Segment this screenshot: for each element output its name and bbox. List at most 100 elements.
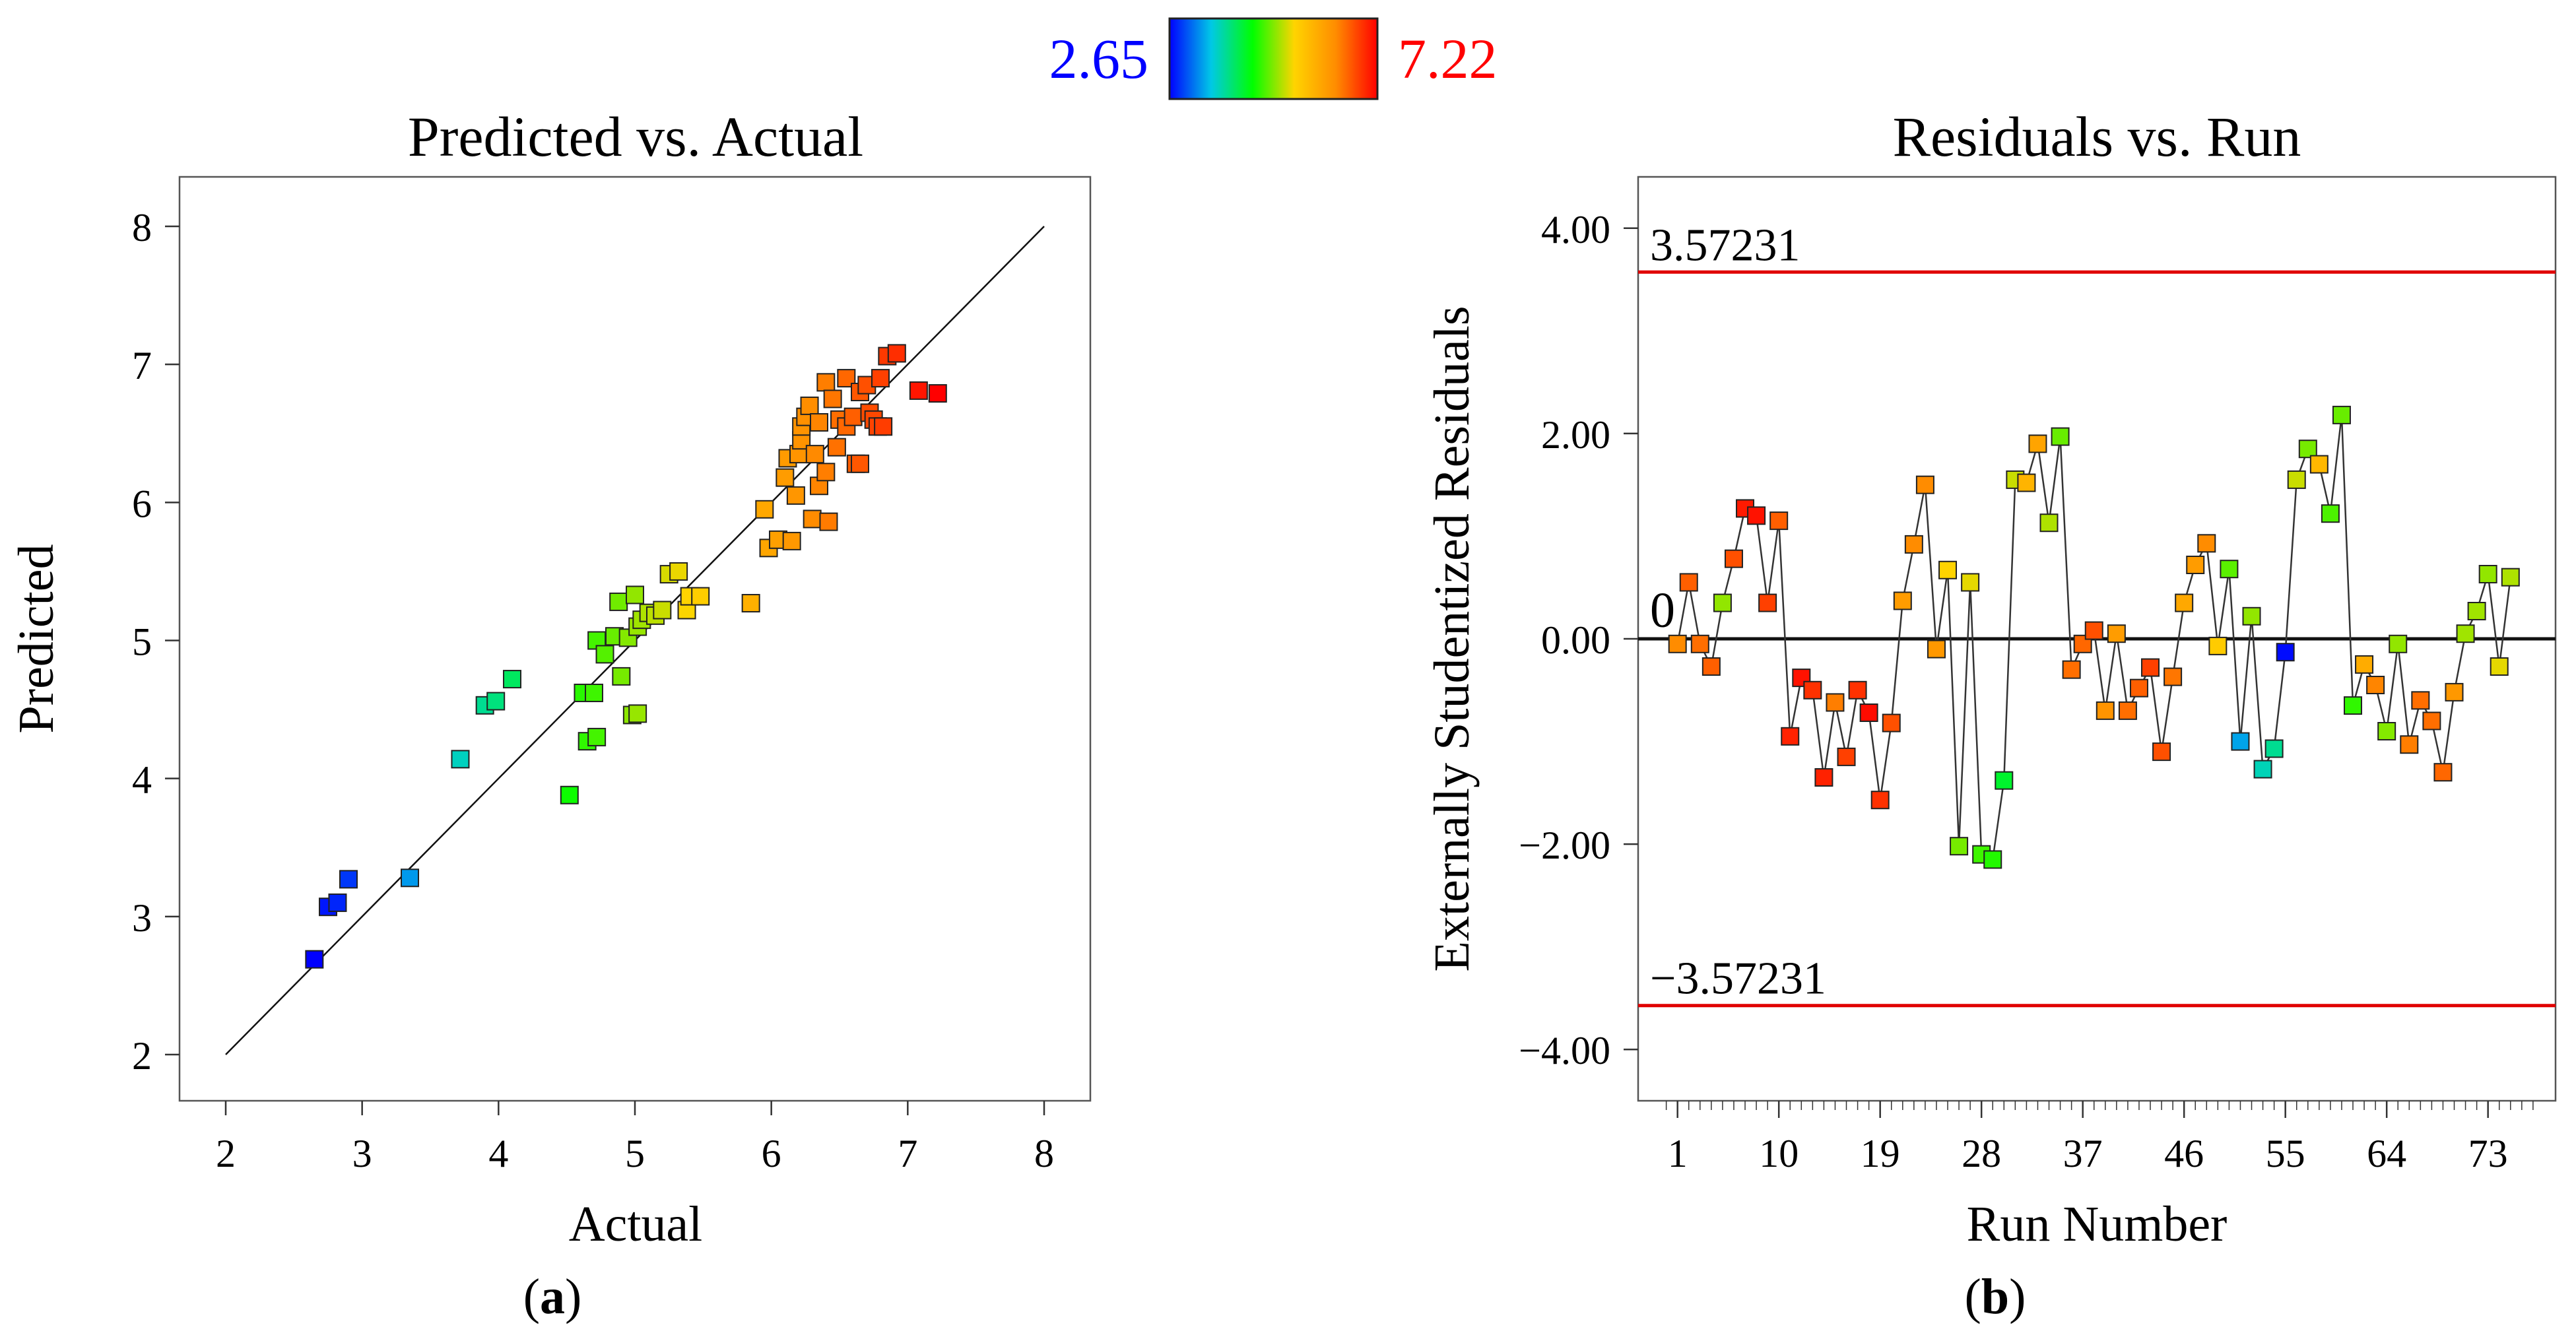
panel-b-point xyxy=(2242,606,2261,626)
panel-b-point xyxy=(2118,701,2137,720)
panel-b-point xyxy=(2456,624,2475,643)
panel-b-zero-label: 0 xyxy=(1650,583,1675,638)
panel-b-point xyxy=(2096,701,2115,720)
panel-a-x-tick-label: 5 xyxy=(625,1132,645,1175)
panel-a-x-tick-label: 2 xyxy=(216,1132,236,1175)
panel-b-x-tick-label: 1 xyxy=(1668,1132,1688,1175)
panel-a-point xyxy=(871,369,890,388)
panel-a-y-tick-label: 5 xyxy=(132,620,152,664)
panel-a-point xyxy=(803,509,822,529)
panel-a-point xyxy=(587,727,607,746)
panel-a-y-axis: 2 3 4 5 6 7 8 xyxy=(132,206,180,1078)
panel-b-x-tick-label: 37 xyxy=(2063,1132,2103,1175)
colorbar: 2.65 7.22 xyxy=(1049,17,1498,100)
panel-b-point xyxy=(1679,573,1698,592)
panel-b-point xyxy=(2344,696,2363,715)
colorbar-bar xyxy=(1168,17,1379,100)
panel-b-y-tick-label: −2.00 xyxy=(1519,824,1610,867)
panel-a-x-tick-label: 3 xyxy=(352,1132,372,1175)
panel-a-y-tick-label: 2 xyxy=(132,1034,152,1078)
panel-a-point xyxy=(560,785,579,804)
panel-b-x-tick-label: 19 xyxy=(1861,1132,1900,1175)
panel-a-points xyxy=(305,344,947,969)
panel-b-point xyxy=(1848,680,1867,700)
panel-a-point xyxy=(800,396,819,415)
panel-b: Residuals vs. Run 3.57231−3.57231 0 1 10 1… xyxy=(1424,105,2557,1324)
panel-b-control-limits: 3.57231 −3.57231 xyxy=(1638,220,2556,1008)
panel-b-point xyxy=(1950,837,1969,856)
panel-b-point xyxy=(1870,791,1890,810)
panel-b-point xyxy=(2332,405,2351,424)
panel-b-point xyxy=(2039,513,2059,533)
panel-b-x-tick-label: 28 xyxy=(1962,1132,2001,1175)
panel-a-y-tick-label: 3 xyxy=(132,896,152,940)
panel-b-point xyxy=(2321,504,2340,523)
panel-a-letter: a xyxy=(540,1269,565,1324)
panel-a-point xyxy=(909,381,928,400)
panel-b-point xyxy=(2298,440,2317,459)
panel-b-xlabel: Run Number xyxy=(1967,1196,2228,1252)
panel-a-y-tick-label: 7 xyxy=(132,344,152,387)
panel-b-point xyxy=(2017,473,2036,492)
panel-b-point xyxy=(1747,506,1766,525)
panel-b-label: (b) xyxy=(1965,1269,2026,1324)
panel-a-point xyxy=(843,407,863,426)
panel-a-xlabel: Actual xyxy=(569,1196,703,1252)
panel-b-point xyxy=(2276,643,2295,662)
panel-b-y-axis: 4.00 2.00 0.00 −2.00 −4.00 xyxy=(1519,208,1638,1072)
panel-a-x-tick-label: 4 xyxy=(488,1132,508,1175)
panel-b-point xyxy=(2377,722,2396,740)
panel-b-point xyxy=(2231,732,2250,751)
panel-b-point xyxy=(1803,680,1822,700)
panel-b-point xyxy=(1758,593,1777,612)
panel-a-point xyxy=(887,344,906,363)
panel-a-point xyxy=(328,893,347,912)
panel-b-point xyxy=(1938,560,1958,579)
panel-b-y-tick-label: 2.00 xyxy=(1541,413,1610,457)
panel-b-point xyxy=(2264,739,2284,758)
panel-a-point xyxy=(776,468,795,487)
panel-a-point xyxy=(305,950,324,969)
panel-a-point xyxy=(503,670,521,689)
panel-a-y-tick-label: 8 xyxy=(132,206,152,249)
panel-b-point xyxy=(2411,691,2430,710)
panel-b-point xyxy=(1769,511,1789,531)
panel-b-point xyxy=(1927,639,1946,659)
panel-b-x-tick-label: 64 xyxy=(2367,1132,2406,1175)
panel-a-y-tick-label: 6 xyxy=(132,482,152,525)
panel-b-point xyxy=(1690,634,1709,653)
panel-a-label: (a) xyxy=(523,1269,582,1324)
panel-b-point xyxy=(1724,549,1743,568)
panel-b-point xyxy=(2422,711,2441,731)
panel-a-point xyxy=(874,417,893,436)
panel-a-point xyxy=(609,592,628,611)
panel-b-y-tick-label: −4.00 xyxy=(1519,1029,1610,1072)
panel-b-point xyxy=(1668,634,1687,653)
panel-b-point xyxy=(1893,591,1912,610)
panel-b-x-axis: 1 10 19 28 37 46 55 64 73 xyxy=(1665,1101,2534,1175)
panel-b-point xyxy=(2445,682,2464,702)
panel-b-point xyxy=(2028,434,2047,453)
panel-b-point xyxy=(2107,624,2126,643)
panel-a-point xyxy=(669,562,688,581)
panel-b-point xyxy=(1915,475,1934,494)
panel-b-point xyxy=(2051,427,2070,446)
panel-a-point xyxy=(823,389,842,408)
panel-b-lower-limit-label: −3.57231 xyxy=(1650,954,1826,1004)
panel-b-point xyxy=(1961,573,1980,592)
panel-a-x-axis: 2 3 4 5 6 7 8 xyxy=(216,1101,1054,1175)
panel-b-point xyxy=(2400,735,2419,754)
panel-b-ylabel: Externally Studentized Residuals xyxy=(1424,306,1480,972)
panel-b-point xyxy=(1995,771,2014,790)
panel-b-point xyxy=(2186,556,2205,574)
panel-b-point xyxy=(2152,742,2171,762)
panel-b-point xyxy=(1983,850,2002,869)
panel-b-y-tick-label: 0.00 xyxy=(1541,618,1610,662)
panel-b-points xyxy=(1668,405,2520,869)
panel-a-title: Predicted vs. Actual xyxy=(408,105,863,168)
panel-b-point xyxy=(1859,703,1878,722)
panel-a-y-tick-label: 4 xyxy=(132,758,152,802)
panel-a-point xyxy=(653,601,672,620)
panel-b-point xyxy=(1882,713,1901,733)
